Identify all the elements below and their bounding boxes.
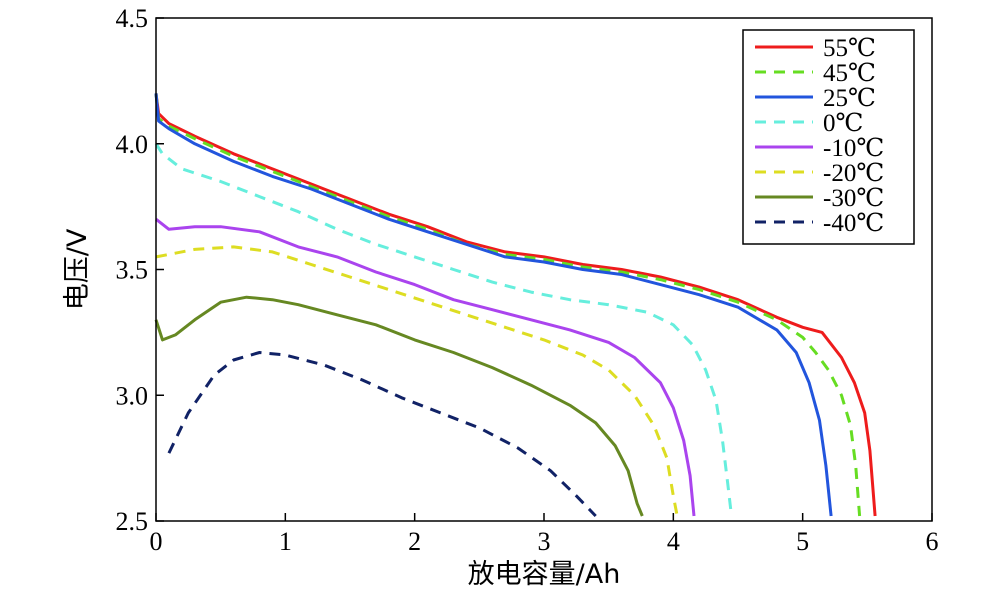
x-tick-label: 0	[150, 527, 163, 556]
x-tick-label: 2	[408, 527, 421, 556]
y-axis-title: 电压/V	[62, 228, 93, 310]
series-line	[167, 351, 597, 518]
legend: 55℃45℃25℃0℃-10℃-20℃-30℃-40℃	[742, 29, 915, 245]
series-line	[155, 218, 696, 517]
y-tick-label: 4.5	[116, 4, 149, 33]
x-tick-label: 1	[279, 527, 292, 556]
x-tick-label: 5	[796, 527, 809, 556]
x-tick-label: 4	[667, 527, 680, 556]
legend-label: -10℃	[823, 135, 884, 162]
legend-label: 25℃	[823, 85, 876, 112]
series-line	[154, 93, 877, 517]
y-tick-label: 2.5	[116, 507, 149, 536]
legend-label: -30℃	[823, 185, 884, 212]
series-line	[154, 93, 862, 517]
x-tick-label: 3	[538, 527, 551, 556]
series-line	[154, 295, 644, 517]
legend-label: 55℃	[823, 35, 876, 62]
x-axis-title: 放电容量/Ah	[468, 559, 621, 590]
y-tick-label: 3.0	[116, 381, 149, 410]
legend-label: -20℃	[823, 160, 884, 187]
x-tick-label: 6	[926, 527, 939, 556]
series-line	[155, 245, 679, 517]
y-tick-label: 3.5	[116, 256, 149, 285]
series-line	[154, 142, 733, 517]
y-tick-label: 4.0	[116, 130, 149, 159]
legend-label: 45℃	[823, 60, 876, 87]
legend-label: -40℃	[823, 210, 884, 237]
legend-label: 0℃	[823, 110, 863, 137]
legend-box	[742, 29, 915, 245]
series-lines	[154, 93, 877, 518]
axis-ticks: 0 1 2 3 4 5 6 2.5 3.0 3.5 4.0 4.5	[116, 4, 939, 556]
series-line	[154, 93, 833, 517]
